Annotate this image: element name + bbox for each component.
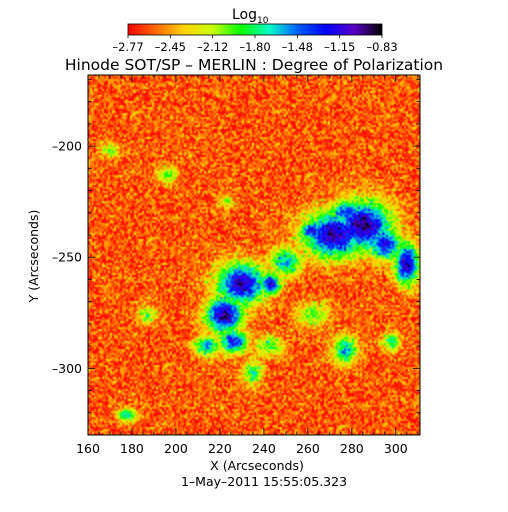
x-tick-label: 160 — [76, 441, 100, 456]
colorbar-tick-label: –2.45 — [155, 40, 186, 54]
x-tick-label: 220 — [208, 441, 232, 456]
colorbar-tick-label: –1.48 — [282, 40, 313, 54]
x-tick-label: 200 — [164, 441, 188, 456]
x-tick-label: 260 — [296, 441, 320, 456]
x-tick-label: 240 — [252, 441, 276, 456]
x-axis-label: X (Arcseconds) — [210, 458, 304, 473]
colorbar — [127, 23, 383, 36]
x-tick-label: 180 — [120, 441, 144, 456]
colorbar-tick-label: –0.83 — [366, 40, 397, 54]
y-axis-label: Y (Arcseconds) — [26, 210, 41, 304]
colorbar-tick-label: –1.80 — [239, 40, 270, 54]
chart-title: Hinode SOT/SP – MERLIN : Degree of Polar… — [65, 56, 443, 74]
colorbar-tick-label: –1.15 — [324, 40, 355, 54]
y-tick-label: –300 — [52, 361, 82, 376]
y-axis: –200 –250 –300 — [52, 79, 420, 436]
heatmap — [88, 75, 420, 435]
y-tick-label: –250 — [52, 250, 82, 265]
timestamp: 1–May–2011 15:55:05.323 — [181, 474, 347, 489]
colorbar-label: Log10 — [232, 7, 269, 26]
y-tick-label: –200 — [52, 139, 82, 154]
colorbar-tick-label: –2.77 — [112, 40, 143, 54]
x-axis: 160 180 200 220 240 260 280 300 — [76, 75, 419, 456]
x-tick-label: 280 — [340, 441, 364, 456]
colorbar-ticks: –2.77 –2.45 –2.12 –1.80 –1.48 –1.15 –0.83 — [112, 35, 398, 54]
colorbar-tick-label: –2.12 — [197, 40, 228, 54]
plot-frame — [87, 74, 421, 436]
x-tick-label: 300 — [384, 441, 408, 456]
